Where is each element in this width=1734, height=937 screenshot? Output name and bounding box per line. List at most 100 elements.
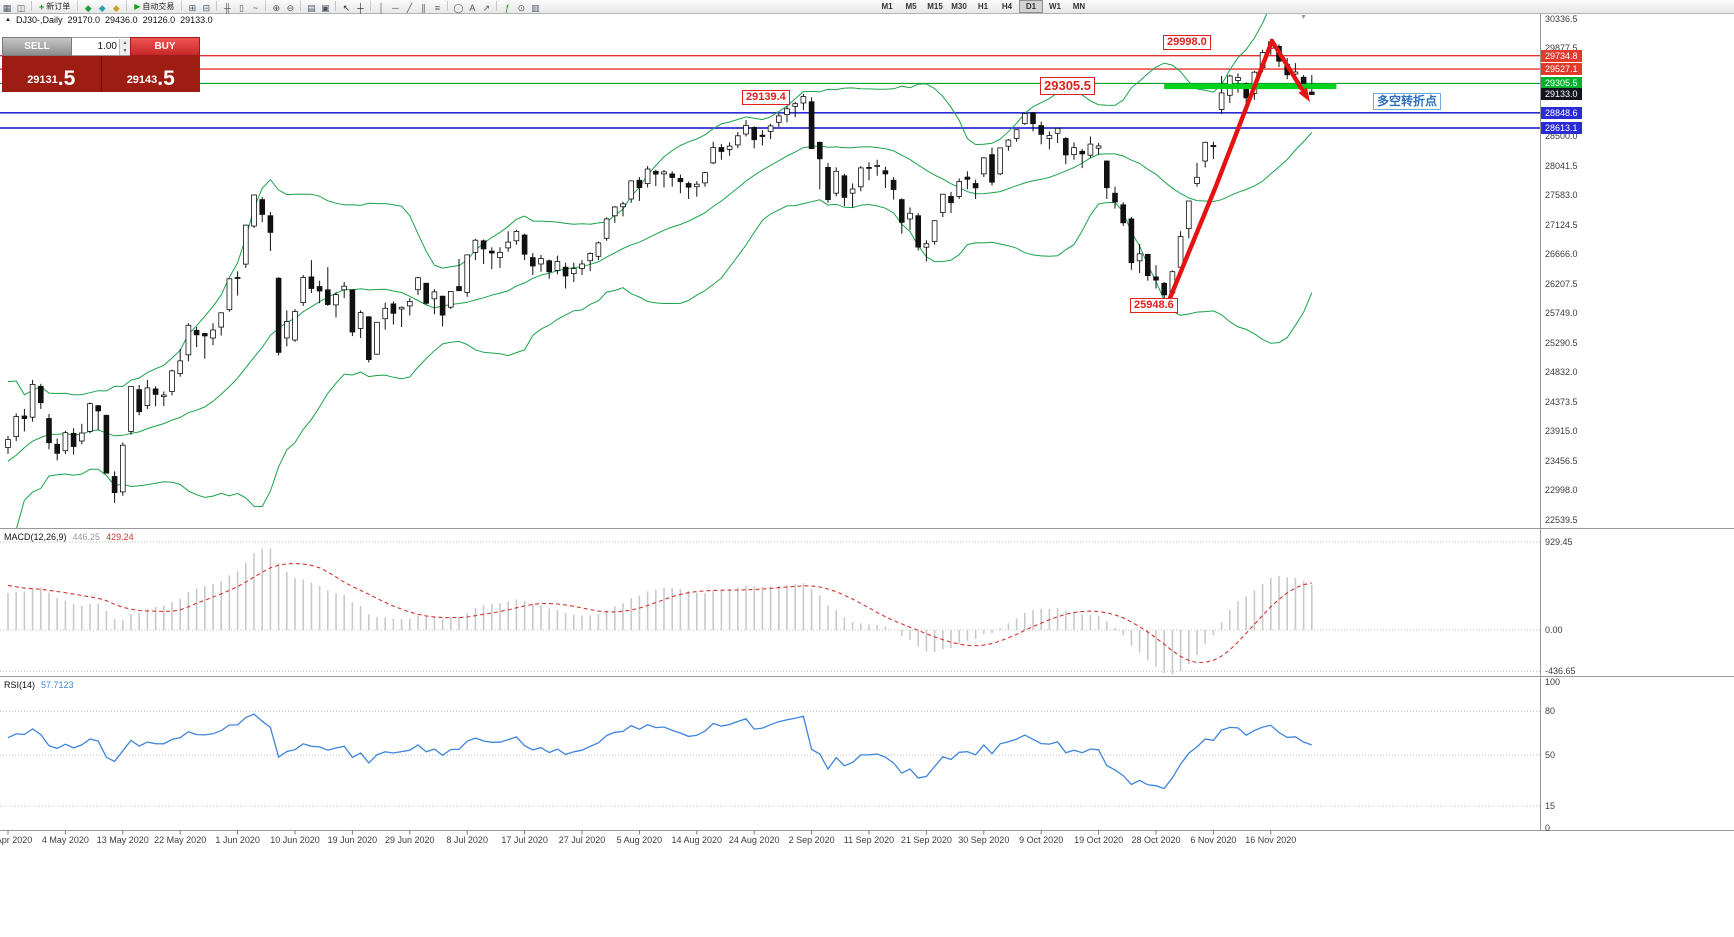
chart-profiles-icon[interactable]: ◫	[16, 2, 26, 13]
macd-scale-tick: -436.65	[1545, 666, 1576, 677]
open-value: 29170.0	[67, 15, 101, 25]
price-tag-green: 29305.5	[1541, 77, 1582, 90]
text-tool-icon[interactable]: A	[469, 2, 476, 13]
price-tag-red: 29734.8	[1541, 49, 1582, 62]
strategy-tester-icon[interactable]: ⊟	[202, 2, 211, 13]
fibonacci-icon[interactable]: ≡	[434, 2, 441, 13]
annotation-turning-point[interactable]: 多空转折点	[1373, 93, 1442, 110]
volume-down-button[interactable]: ▼	[120, 46, 130, 55]
annotation-high-price[interactable]: 29998.0	[1163, 35, 1211, 50]
cursor-icon[interactable]: ↖	[342, 2, 351, 13]
candlestick-chart-icon[interactable]: ▯	[238, 2, 244, 13]
terminal-icon[interactable]: ⊞	[188, 2, 197, 13]
toolbar-separator	[335, 0, 337, 11]
horizontal-line-icon[interactable]: ─	[392, 2, 399, 13]
periods-icon[interactable]: ⊙	[517, 2, 526, 13]
rsi-scale-tick: 80	[1545, 706, 1556, 717]
zoom-out-icon[interactable]: ⊖	[286, 2, 295, 13]
toolbar-group-panels: ◆ ◆ ◆	[74, 0, 130, 16]
macd-header: MACD(12,26,9) 446.25 429.24	[4, 532, 134, 542]
toolbar-separator	[496, 0, 498, 11]
cascade-windows-icon[interactable]: ▣	[321, 2, 330, 13]
buy-price-fraction: .5	[157, 67, 175, 90]
annotation-support-price[interactable]: 29305.5	[1040, 77, 1095, 95]
chart-shift-marker-icon[interactable]: ▼	[1300, 14, 1307, 21]
rsi-title: RSI(14)	[4, 680, 36, 690]
indicators-icon[interactable]: ƒ	[504, 2, 510, 13]
timeframe-button-mn[interactable]: MN	[1072, 2, 1086, 11]
price-scale-tick: 24832.0	[1545, 367, 1578, 378]
new-order-button[interactable]: + 新订单	[35, 1, 74, 13]
channel-icon[interactable]: ∥	[421, 2, 426, 13]
price-tag-blue: 28848.6	[1541, 106, 1582, 119]
symbol-marker-icon: ▲	[5, 17, 11, 23]
price-scale-tick: 27583.0	[1545, 190, 1578, 201]
timeframe-button-m30[interactable]: M30	[951, 2, 967, 11]
toolbar-separator	[31, 0, 32, 11]
price-tag-red: 29527.1	[1541, 63, 1582, 76]
shapes-icon[interactable]: ◯	[453, 2, 464, 13]
templates-icon[interactable]: ▥	[531, 2, 540, 13]
toolbar: ▦ ◫ + 新订单 ◆ ◆ ◆ ▶ 自动交易 ⊞ ⊟ ╫ ▯ ~ ⊕ ⊖ ▤ ▣ ↖ ┼ │ ─ ╱ ∥ ≡ ◯ A ↗ ƒ…	[0, 0, 1734, 14]
volume-value: 1.00	[97, 41, 117, 52]
new-chart-icon[interactable]: ▦	[2, 2, 12, 13]
price-scale-tick: 25290.5	[1545, 337, 1578, 348]
timeframe-button-m15[interactable]: M15	[927, 2, 943, 11]
sell-price-main: 29131	[27, 74, 58, 86]
line-chart-icon[interactable]: ~	[252, 2, 259, 13]
sell-button[interactable]: SELL	[2, 37, 72, 56]
buy-button[interactable]: BUY	[130, 37, 200, 56]
volume-up-button[interactable]: ▲	[120, 38, 130, 47]
annotation-low-price[interactable]: 25948.6	[1130, 298, 1178, 313]
price-tag-blue: 28613.1	[1541, 121, 1582, 134]
volume-input[interactable]: 1.00 ▲ ▼	[72, 37, 130, 56]
low-value: 29126.0	[142, 15, 176, 25]
price-scale-tick: 24373.5	[1545, 396, 1578, 407]
macd-signal-value: 429.24	[106, 532, 134, 542]
rsi-scale-tick: 50	[1545, 750, 1556, 760]
timeframe-button-w1[interactable]: W1	[1049, 2, 1061, 11]
rsi-scale-tick: 0	[1545, 823, 1551, 833]
macd-scale-tick: 0.00	[1545, 625, 1563, 635]
market-watch-icon[interactable]: ◆	[84, 2, 92, 13]
price-scale-tick: 28500.0	[1545, 131, 1578, 142]
zoom-in-icon[interactable]: ⊕	[272, 2, 281, 13]
price-scale[interactable]: 30336.5 29877.5 28500.0 28041.5 27583.0 27124…	[1541, 0, 1733, 937]
timeframe-button-m1[interactable]: M1	[881, 2, 893, 11]
trendline-icon[interactable]: ╱	[406, 2, 413, 13]
tile-windows-icon[interactable]: ▤	[307, 2, 316, 13]
sell-price-fraction: .5	[57, 67, 76, 90]
timeframe-button-h4[interactable]: H4	[1001, 2, 1013, 11]
toolbar-separator	[216, 0, 218, 11]
chart-ohlc-header: ▲ DJ30-,Daily 29170.0 29436.0 29126.0 29…	[5, 15, 213, 25]
arrow-tool-icon[interactable]: ↗	[482, 2, 491, 13]
toolbar-separator	[265, 0, 267, 11]
toolbar-separator	[447, 0, 449, 11]
crosshair-icon[interactable]: ┼	[357, 2, 364, 13]
buy-price-display[interactable]: 29143 .5	[101, 56, 200, 92]
price-scale-tick: 22539.5	[1545, 515, 1578, 525]
timeframe-button-h1[interactable]: H1	[977, 2, 989, 11]
navigator-icon[interactable]: ◆	[112, 2, 120, 13]
price-scale-tick: 27124.5	[1545, 219, 1578, 230]
timeframe-button-d1[interactable]: D1	[1019, 0, 1043, 13]
data-window-icon[interactable]: ◆	[98, 2, 106, 13]
price-scale-tick: 26666.0	[1545, 249, 1578, 260]
volume-stepper: ▲ ▼	[119, 38, 130, 55]
macd-scale-tick: 929.45	[1545, 537, 1573, 547]
rsi-scale-tick: 100	[1545, 677, 1561, 687]
vertical-line-icon[interactable]: │	[378, 2, 385, 13]
autotrading-button[interactable]: ▶ 自动交易	[130, 1, 178, 13]
price-scale-tick: 23456.5	[1545, 455, 1578, 466]
timeframe-button-m5[interactable]: M5	[905, 2, 917, 11]
annotation-september-high[interactable]: 29139.4	[742, 90, 790, 105]
price-scale-tick: 30336.5	[1545, 14, 1578, 24]
high-value: 29436.0	[105, 15, 138, 25]
bar-chart-icon[interactable]: ╫	[224, 2, 231, 13]
macd-main-value: 446.25	[72, 532, 101, 542]
sell-price-display[interactable]: 29131 .5	[2, 56, 102, 92]
toolbar-group-charts: ▦ ◫	[0, 0, 35, 16]
toolbar-separator	[300, 0, 302, 11]
